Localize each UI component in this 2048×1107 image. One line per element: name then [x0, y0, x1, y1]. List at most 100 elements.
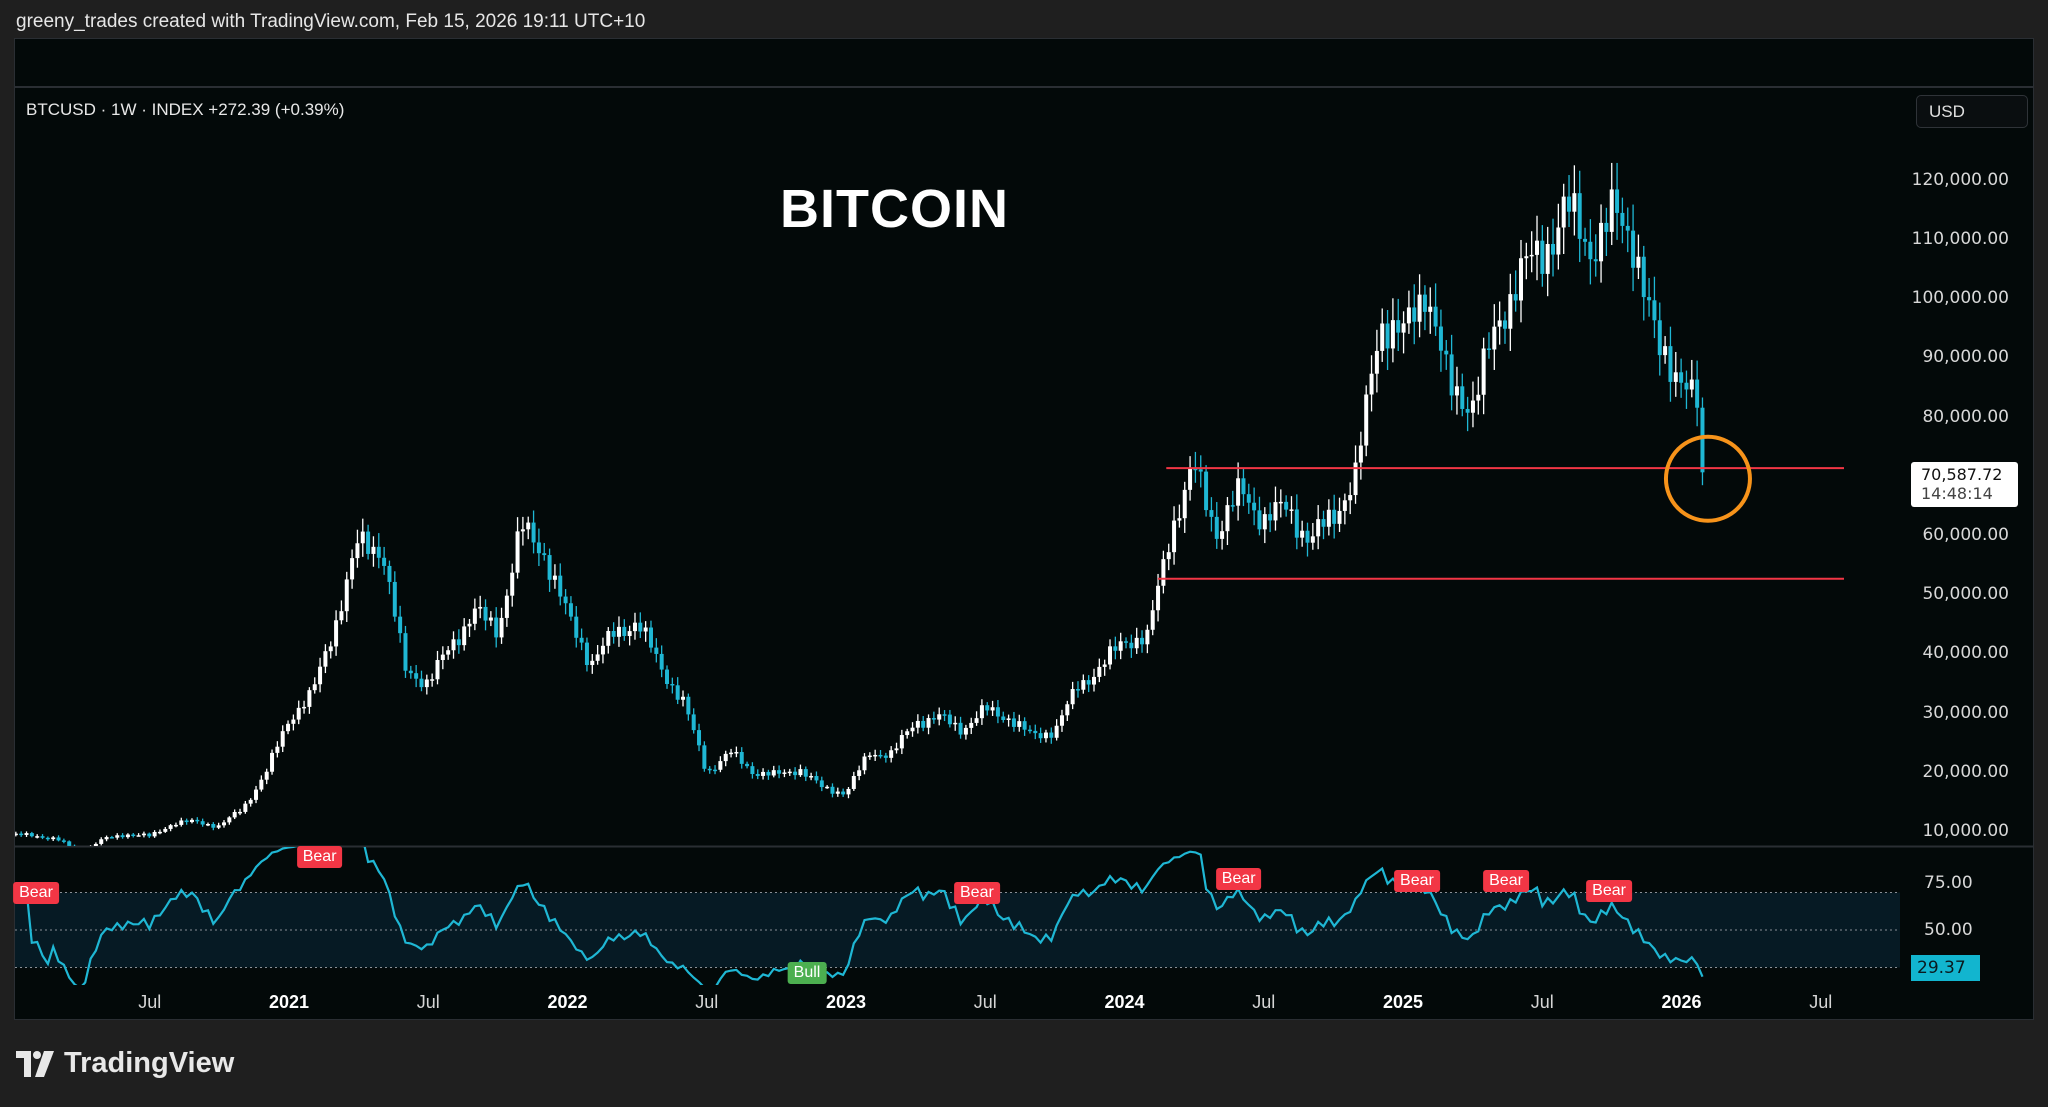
candle-body [1337, 510, 1342, 524]
candle-body [1075, 689, 1080, 691]
candle-body [1225, 505, 1230, 532]
candle [755, 769, 760, 780]
candle-body [1161, 559, 1166, 586]
chart-frame[interactable] [14, 38, 2034, 1020]
candle [366, 524, 371, 560]
candle [1449, 334, 1454, 411]
candle [707, 766, 712, 774]
candle [40, 834, 45, 840]
candle [93, 842, 98, 846]
candle-body [499, 617, 504, 638]
candle [1470, 381, 1475, 428]
candle-body [1444, 350, 1449, 355]
candle-body [254, 789, 259, 800]
candle-body [1599, 222, 1604, 262]
candle [830, 783, 835, 798]
candle [1129, 634, 1134, 658]
candle [157, 829, 162, 835]
currency-button[interactable]: USD [1916, 95, 2028, 128]
candle [29, 831, 34, 838]
candle-body [472, 608, 477, 624]
candle-body [1641, 256, 1646, 298]
candle-body [1396, 320, 1401, 333]
candle [24, 831, 29, 837]
candle-body [1172, 520, 1177, 553]
candle-body [35, 836, 40, 838]
candle-body [638, 622, 643, 632]
candle [1011, 711, 1016, 732]
candle-body [173, 824, 178, 827]
candle [974, 711, 979, 726]
candle-body [622, 626, 627, 637]
candle-body [1673, 372, 1678, 382]
candle [542, 542, 547, 561]
candle-body [921, 720, 926, 728]
candle [670, 677, 675, 694]
candle [392, 571, 397, 622]
candle-body [168, 825, 173, 829]
candle [307, 687, 312, 714]
candle-body [1369, 373, 1374, 395]
candle [1460, 373, 1465, 417]
candle-body [1001, 716, 1006, 720]
price-tick-label: 110,000.00 [1911, 229, 2009, 249]
candle-body [1428, 306, 1433, 312]
candle [78, 848, 82, 854]
candle [627, 625, 632, 646]
candle-body [1567, 196, 1572, 212]
candle-body [147, 833, 152, 837]
candle [1022, 717, 1027, 736]
candle [1124, 637, 1129, 649]
candle-body [563, 596, 568, 604]
candle [851, 771, 856, 791]
candle [179, 817, 184, 827]
candle-body [702, 745, 707, 769]
candle-body [45, 837, 50, 840]
candle-body [1011, 718, 1016, 727]
candle-body [109, 837, 114, 839]
candle [1583, 227, 1588, 256]
candle-body [398, 616, 403, 634]
highlight-circle [1663, 434, 1752, 523]
candle [1230, 490, 1235, 512]
candle [270, 749, 275, 775]
candle-body [1284, 501, 1289, 510]
candle [1412, 284, 1417, 345]
candle-body [1615, 189, 1620, 213]
candle-body [915, 720, 920, 728]
candle [1428, 287, 1433, 334]
candle-body [889, 750, 894, 758]
candle [494, 607, 499, 648]
candle [899, 729, 904, 755]
candle [1017, 714, 1022, 732]
candle [1502, 311, 1507, 344]
candle-body [488, 617, 493, 621]
candle-body [366, 531, 371, 554]
candle-body [51, 837, 56, 840]
candle [56, 835, 61, 842]
candle-body [777, 770, 782, 774]
candle [1561, 183, 1566, 254]
candle-body [739, 752, 744, 764]
tradingview-logo[interactable]: TradingView [16, 1047, 234, 1080]
candle-body [1406, 307, 1411, 324]
candle-body [1166, 552, 1171, 560]
candle-body [515, 531, 520, 573]
candle [19, 831, 24, 837]
candle-body [953, 722, 958, 725]
candle [141, 831, 146, 838]
candle [1337, 497, 1342, 532]
time-tick-label: Jul [973, 992, 997, 1012]
candle-body [61, 840, 66, 842]
symbol-legend[interactable]: BTCUSD · 1W · INDEX +272.39 (+0.39%) [26, 100, 345, 119]
candle [616, 616, 621, 647]
candle-body [179, 820, 184, 825]
candle-body [520, 529, 525, 532]
candle-body [681, 696, 686, 700]
candle [488, 611, 493, 627]
candle-body [1145, 629, 1150, 645]
candle [963, 724, 968, 740]
candle-body [456, 639, 461, 646]
candle-body [238, 811, 243, 814]
